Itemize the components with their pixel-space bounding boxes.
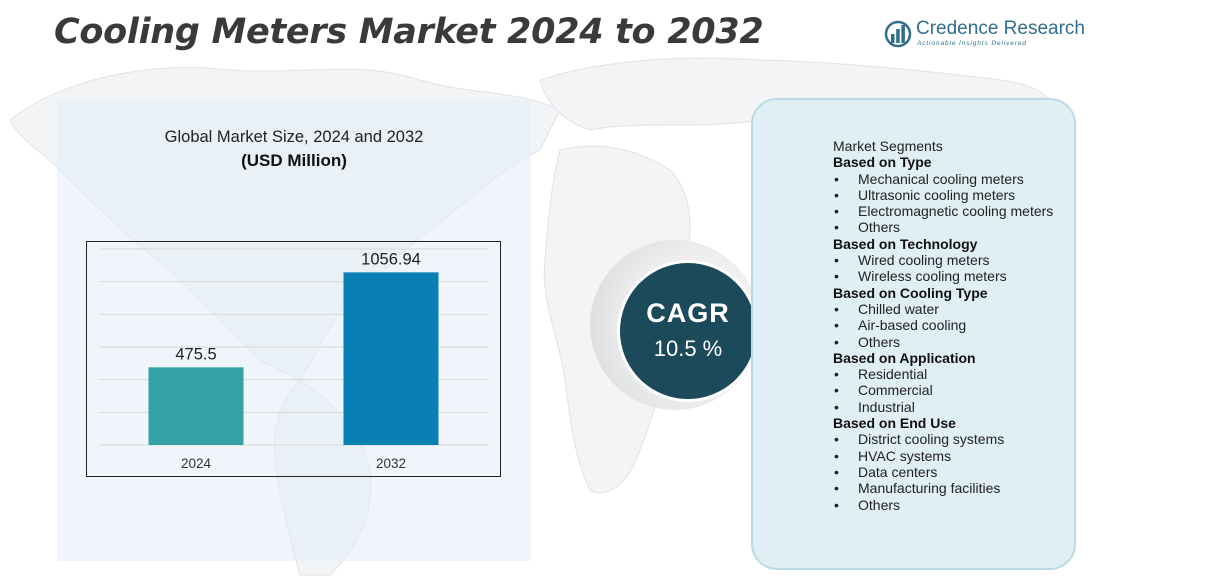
bar-chart-frame: 475.5 2024 1056.94 2032 xyxy=(86,241,501,477)
segment-item: Electromagnetic cooling meters xyxy=(833,203,1073,220)
data-label: 1056.94 xyxy=(361,250,421,268)
segment-item: Residential xyxy=(833,366,1073,383)
segment-group-heading: Based on Type xyxy=(833,154,932,171)
segment-group-heading: Based on Application xyxy=(833,349,976,366)
segment-item: Wireless cooling meters xyxy=(833,268,1073,285)
segment-item: Chilled water xyxy=(833,301,1073,318)
x-tick-label: 2024 xyxy=(181,456,212,471)
segments-title: Market Segments xyxy=(833,138,943,154)
bar-chart: 475.5 2024 1056.94 2032 xyxy=(99,248,489,471)
segment-item: Ultrasonic cooling meters xyxy=(833,187,1073,204)
segment-item: Others xyxy=(833,334,1073,351)
cagr-value: 10.5 % xyxy=(653,336,723,361)
cagr-circle xyxy=(617,260,759,402)
segment-item: Mechanical cooling meters xyxy=(833,171,1073,188)
market-size-panel xyxy=(57,99,531,561)
segment-item: HVAC systems xyxy=(833,448,1073,465)
logo: Credence Research Actionable Insights De… xyxy=(884,18,1085,50)
segment-item: Manufacturing facilities xyxy=(833,480,1073,497)
bar-2032 xyxy=(343,272,439,445)
segment-group-heading: Based on End Use xyxy=(833,415,956,432)
bar-chart-circle-icon xyxy=(884,20,912,48)
x-tick-label: 2032 xyxy=(376,456,406,471)
data-label: 475.5 xyxy=(175,345,216,363)
segment-item: Data centers xyxy=(833,464,1073,481)
segment-item: Wired cooling meters xyxy=(833,252,1073,269)
segment-item: Others xyxy=(833,219,1073,236)
segment-item: Industrial xyxy=(833,399,1073,416)
chart-title: Global Market Size, 2024 and 2032 xyxy=(164,128,424,146)
segment-item: District cooling systems xyxy=(833,431,1073,448)
bar-2024 xyxy=(148,367,244,445)
logo-name: Credence Research xyxy=(916,18,1085,39)
chart-unit: (USD Million) xyxy=(241,151,347,170)
segment-item: Commercial xyxy=(833,382,1073,399)
segment-item: Others xyxy=(833,497,1073,514)
cagr-label: CAGR xyxy=(646,298,730,328)
page-title: Cooling Meters Market 2024 to 2032 xyxy=(54,12,764,52)
segment-item: Air-based cooling xyxy=(833,317,1073,334)
segment-group-heading: Based on Technology xyxy=(833,235,978,252)
segment-group-heading: Based on Cooling Type xyxy=(833,284,988,301)
segments-list: Market Segments Based on TypeMechanical … xyxy=(833,138,1073,513)
logo-tagline: Actionable Insights Delivered xyxy=(917,40,1027,47)
